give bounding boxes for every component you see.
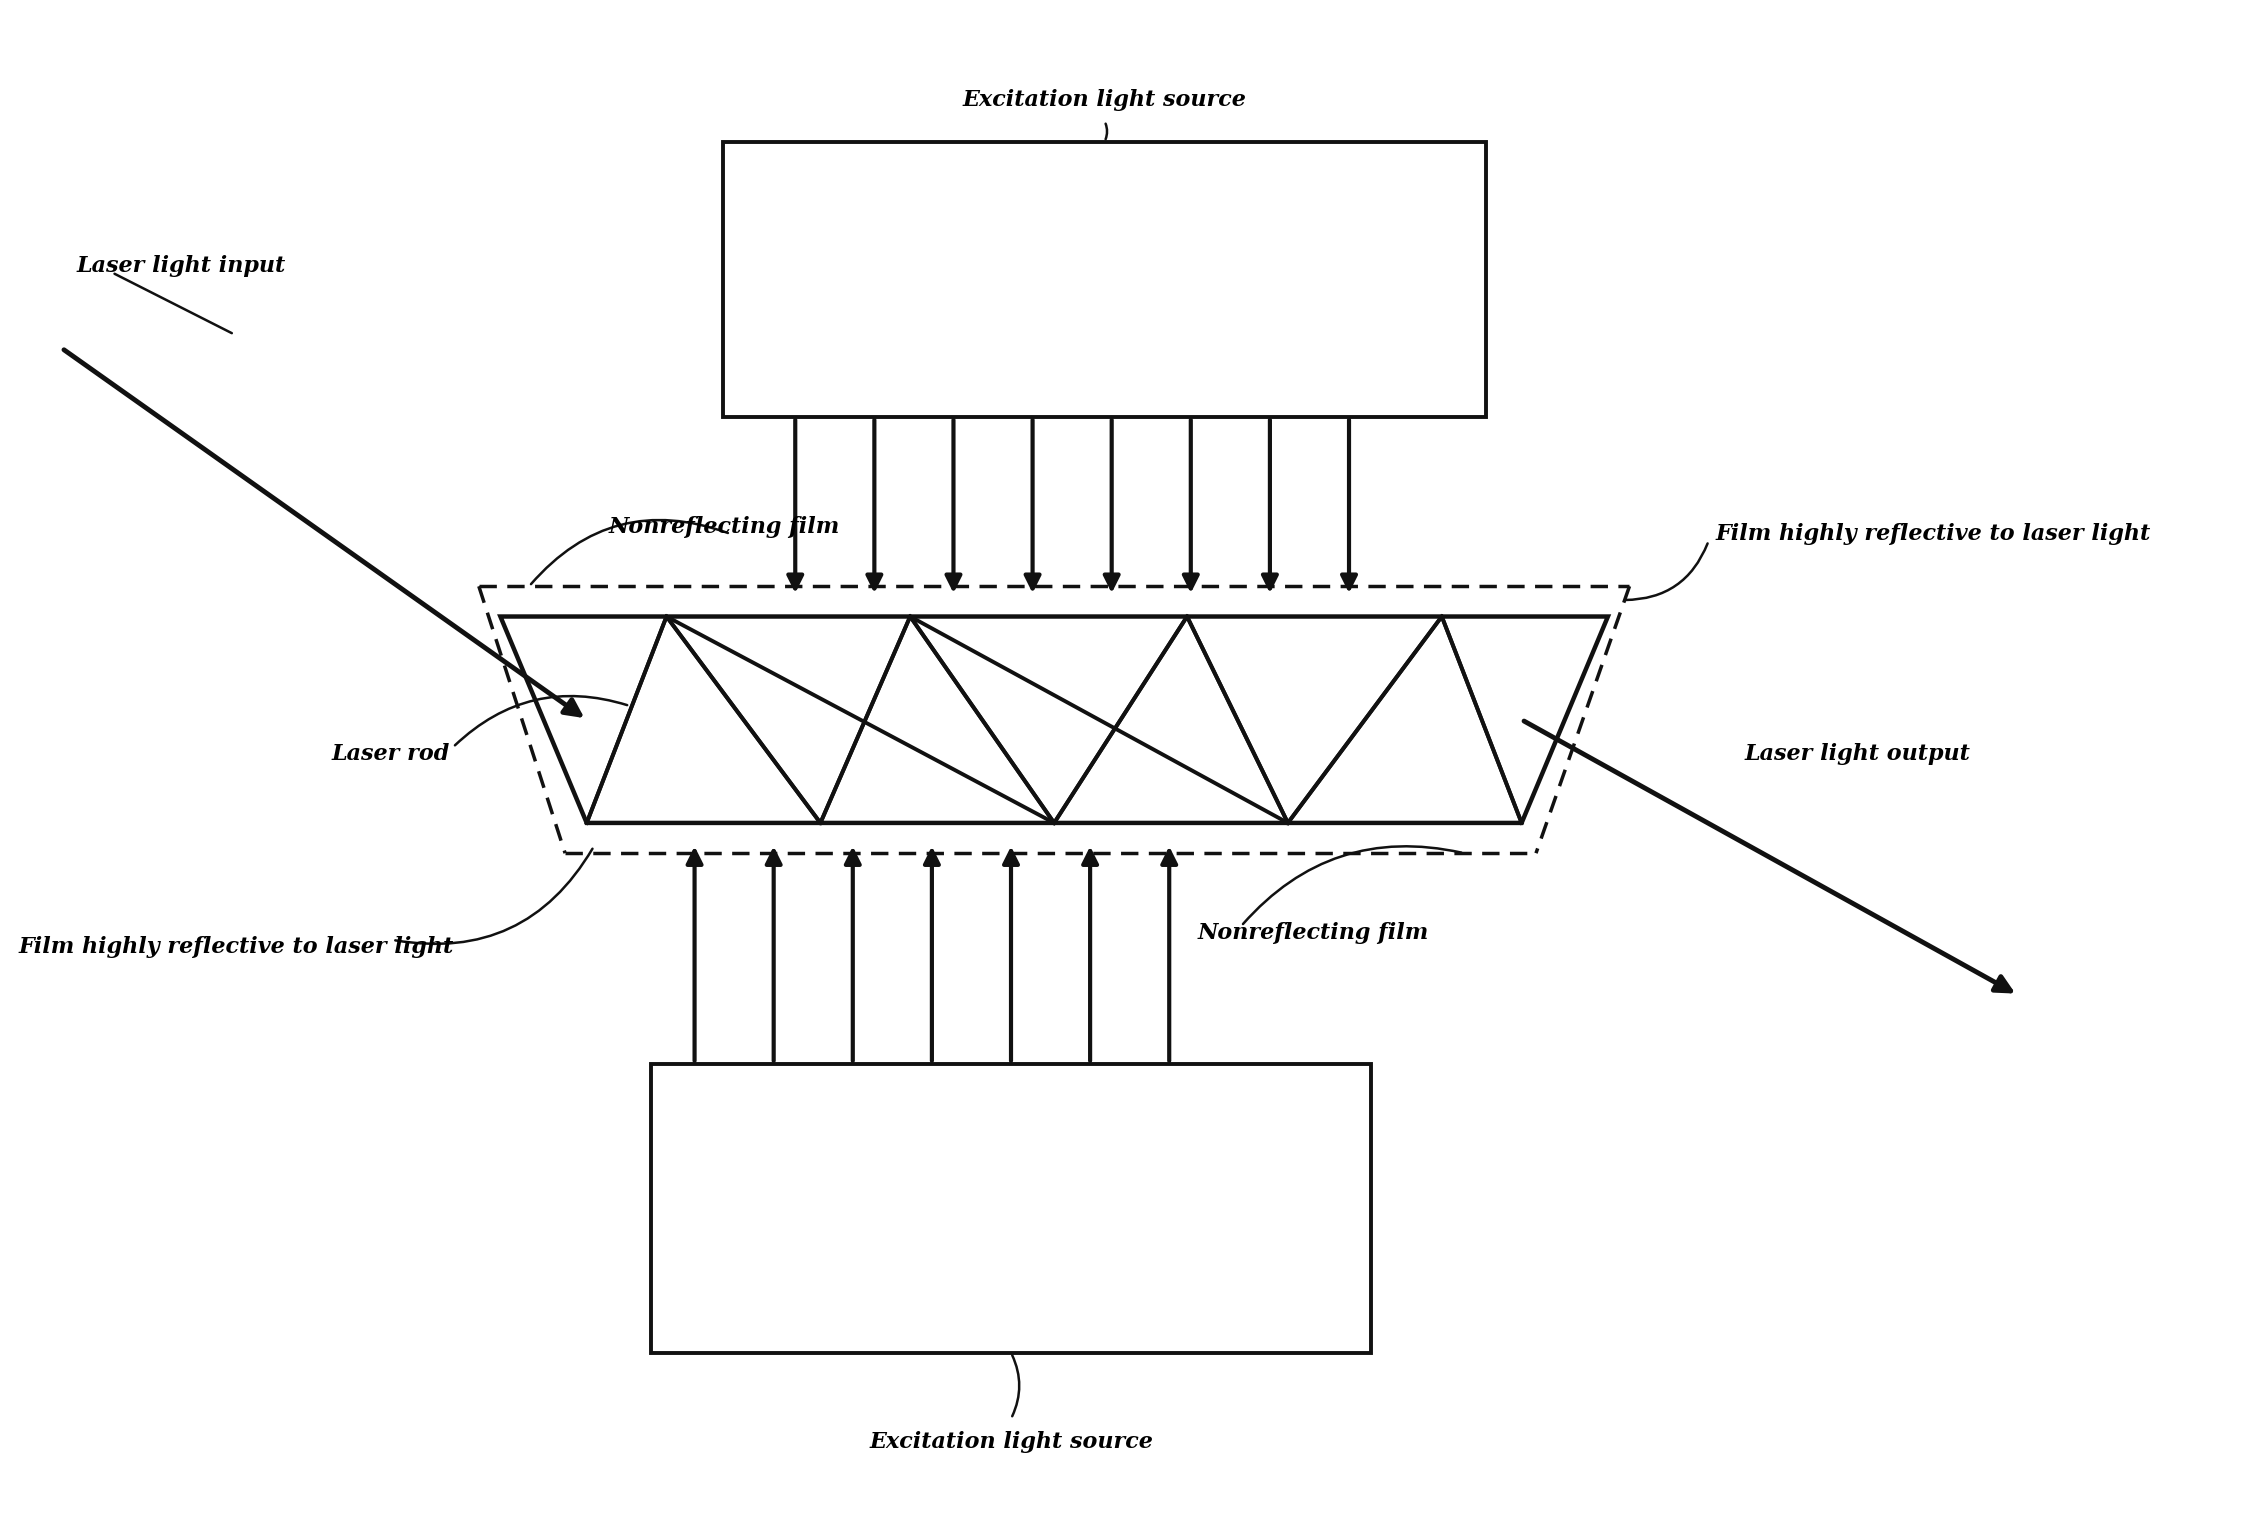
Bar (652, 1064, 1370, 1353)
Text: Nonreflecting film: Nonreflecting film (608, 516, 839, 539)
Text: Excitation light source: Excitation light source (870, 1431, 1152, 1454)
Text: Film highly reflective to laser light: Film highly reflective to laser light (18, 936, 453, 957)
Text: Laser rod: Laser rod (332, 743, 451, 766)
Text: Nonreflecting film: Nonreflecting film (1197, 922, 1428, 944)
Text: Laser light input: Laser light input (76, 254, 285, 277)
Text: Excitation light source: Excitation light source (962, 90, 1247, 111)
Text: Film highly reflective to laser light: Film highly reflective to laser light (1715, 524, 2150, 545)
Polygon shape (500, 616, 1608, 823)
Text: Laser light output: Laser light output (1744, 743, 1971, 766)
Bar (724, 142, 1486, 417)
